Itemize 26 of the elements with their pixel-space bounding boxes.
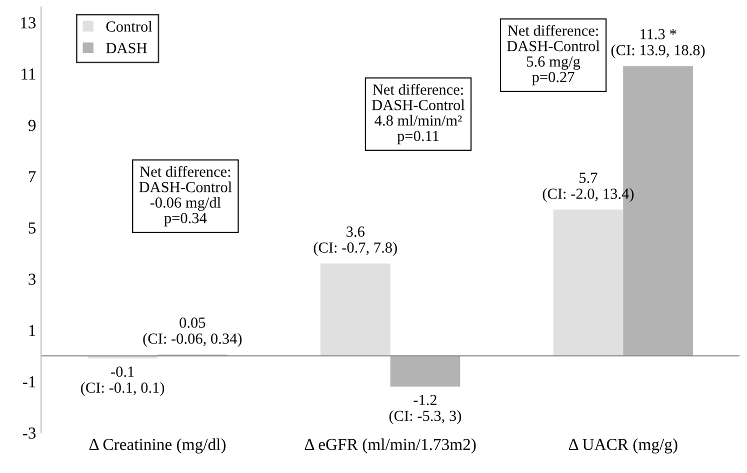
y-tick-label: 7 <box>28 171 36 182</box>
y-tick-label: 1 <box>29 324 36 336</box>
data-label: -0.1 (CI: -0.1, 0.1) <box>81 366 164 396</box>
y-tick-label: 3 <box>28 274 36 285</box>
annotation: Net difference: DASH-Control 5.6 mg/g p=0.27 <box>507 24 600 86</box>
x-tick-label: Δ UACR (mg/g) <box>568 438 678 454</box>
bar <box>320 264 390 356</box>
data-label: 11.3 * (CI: 13.9, 18.8) <box>611 29 705 58</box>
y-tick-label: 11 <box>22 68 36 80</box>
data-label: 5.7 (CI: -2.0, 13.4) <box>542 172 634 202</box>
legend-label: Control <box>106 20 152 32</box>
y-tick-label: 5 <box>28 222 36 234</box>
x-tick-label: Δ Creatinine (mg/dl) <box>89 438 226 454</box>
data-label: -1.2 (CI: -5.3, 3) <box>389 394 462 424</box>
data-label: 3.6 (CI: -0.7, 7.8) <box>314 226 397 256</box>
y-tick-label: -1 <box>22 376 36 388</box>
y-tick-label: 13 <box>21 17 36 28</box>
bar <box>390 356 460 387</box>
y-tick-label: -3 <box>22 428 36 439</box>
y-tick-label: 9 <box>28 120 36 132</box>
legend-label: DASH <box>106 43 147 54</box>
annotation: Net difference: DASH-Control -0.06 mg/dl p=0.34 <box>139 166 232 226</box>
x-tick-label: Δ eGFR (ml/min/1.73m2) <box>304 438 476 454</box>
data-label: 0.05 (CI: -0.06, 0.34) <box>143 317 242 347</box>
bar <box>553 210 624 356</box>
annotation: Net difference: DASH-Control 4.8 ml/min/m² p=0.11 <box>372 84 465 144</box>
